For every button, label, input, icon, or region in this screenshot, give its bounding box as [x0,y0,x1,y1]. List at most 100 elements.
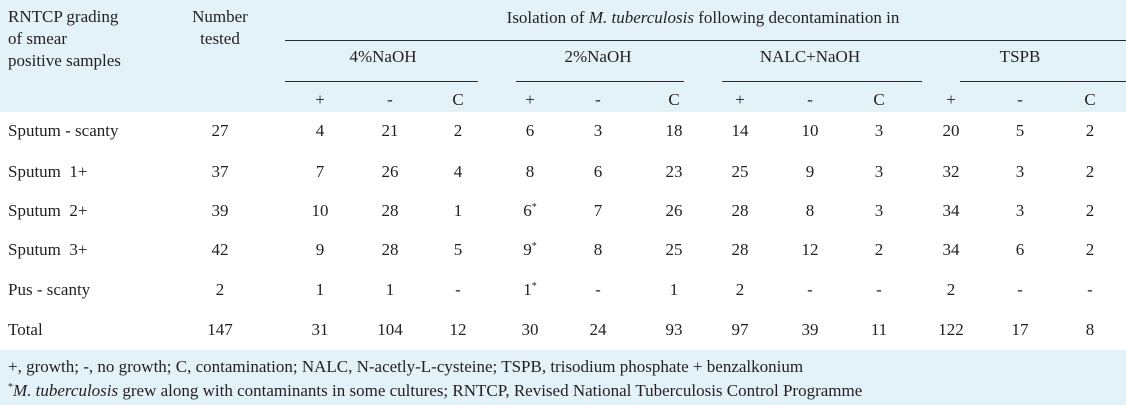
table-cell: 8 [806,201,815,221]
cell-value: 24 [589,320,607,339]
cell-value: 93 [665,320,683,339]
cell-value: 6 [525,121,535,140]
cell-value: 28 [731,201,749,220]
cell-value: 4 [453,162,463,181]
table-cell: 34 [943,240,960,260]
cell-value: 9 [315,240,325,259]
table-cell: 9 [316,240,325,260]
footnote-mark: * [531,241,537,252]
cell-value: 34 [942,201,960,220]
table-cell: - [876,280,882,300]
cell-value: 10 [801,121,819,140]
table-cell: 2 [1086,201,1095,221]
table-cell: - [595,280,601,300]
table-cell: 7 [594,201,603,221]
table-cell: 5 [1016,121,1025,141]
table-cell: 4 [454,162,463,182]
cell-value: 25 [731,162,749,181]
grading-header: RNTCP grading of smear positive samples [8,6,121,72]
cell-value: 2 [946,280,956,299]
table-cell: 28 [732,201,749,221]
cell-value: 8 [1085,320,1095,339]
table-cell: 97 [732,320,749,340]
table-cell: 12 [450,320,467,340]
cell-value: 2 [1085,121,1095,140]
tested-cell: 42 [211,240,229,259]
table-cell: 6* [523,201,537,221]
table-cell: 3 [1016,162,1025,182]
cell-value: 5 [1015,121,1025,140]
cell-value: 26 [665,201,683,220]
table-cell: 30 [522,320,539,340]
isolation-header: Isolation of M. tuberculosis following d… [507,8,900,28]
cell-value: 8 [805,201,815,220]
row-label: Sputum 1+ [8,162,88,181]
cell-value: 21 [381,121,399,140]
table-cell: 104 [377,320,403,340]
table-cell: 8 [1086,320,1095,340]
cell-value: 122 [938,320,964,339]
cell-value: 26 [381,162,399,181]
table-cell: 3 [875,201,884,221]
cell-value: 97 [731,320,749,339]
tested-header: Number tested [192,6,248,50]
sub-column-header: + [315,90,325,109]
grading-header-line: of smear [8,29,68,48]
cell-value: 14 [731,121,749,140]
table-cell: 93 [666,320,683,340]
table-cell: 11 [871,320,887,340]
cell-value: 12 [449,320,467,339]
isolation-prefix: Isolation of [506,8,589,27]
table-cell: 2 [947,280,956,300]
table-cell: 28 [732,240,749,260]
cell-value: 2 [735,280,745,299]
cell-value: 8 [525,162,535,181]
footnote-mark: * [8,382,13,393]
table-cell: 2 [736,280,745,300]
table-cell: 26 [666,201,683,221]
table-cell: 8 [594,240,603,260]
sub-column-header: - [595,90,601,109]
sub-column-header: + [525,90,535,109]
cell-value: 1 [385,280,395,299]
method-rule [516,81,684,82]
cell-value: 1 [523,280,532,299]
method-header: NALC+NaOH [759,47,861,66]
row-label: Sputum 2+ [8,201,88,220]
footnote-mtb: *M. tuberculosis grew along with contami… [8,381,862,401]
table-cell: 1 [316,280,325,300]
row-label: Sputum - scanty [8,121,119,140]
cell-value: 17 [1011,320,1029,339]
footnote-band [0,350,1126,405]
cell-value: 28 [731,240,749,259]
cell-value: 2 [453,121,463,140]
table-cell: 5 [454,240,463,260]
table-cell: 20 [943,121,960,141]
isolation-suffix: following decontamination in [693,8,900,27]
cell-value: 31 [311,320,329,339]
tested-cell: 2 [215,280,225,299]
table-cell: 1 [454,201,463,221]
cell-value: 12 [801,240,819,259]
sub-column-header: - [387,90,393,109]
table-cell: 3 [875,162,884,182]
table-cell: 26 [382,162,399,182]
cell-value: 2 [874,240,884,259]
cell-value: 1 [669,280,679,299]
table-cell: 2 [1086,121,1095,141]
table-cell: 8 [526,162,535,182]
table-cell: 25 [666,240,683,260]
table-cell: 9* [523,240,537,260]
tested-header-line: tested [200,29,240,48]
sub-column-header: + [946,90,956,109]
tested-cell: 147 [207,320,233,339]
method-rule [722,81,922,82]
table-cell: 39 [802,320,819,340]
table-cell: 1 [670,280,679,300]
cell-value: 9 [805,162,815,181]
grading-header-line: RNTCP grading [8,7,119,26]
cell-value: 10 [311,201,329,220]
grading-header-line: positive samples [8,51,121,70]
sub-column-header: C [452,90,464,109]
